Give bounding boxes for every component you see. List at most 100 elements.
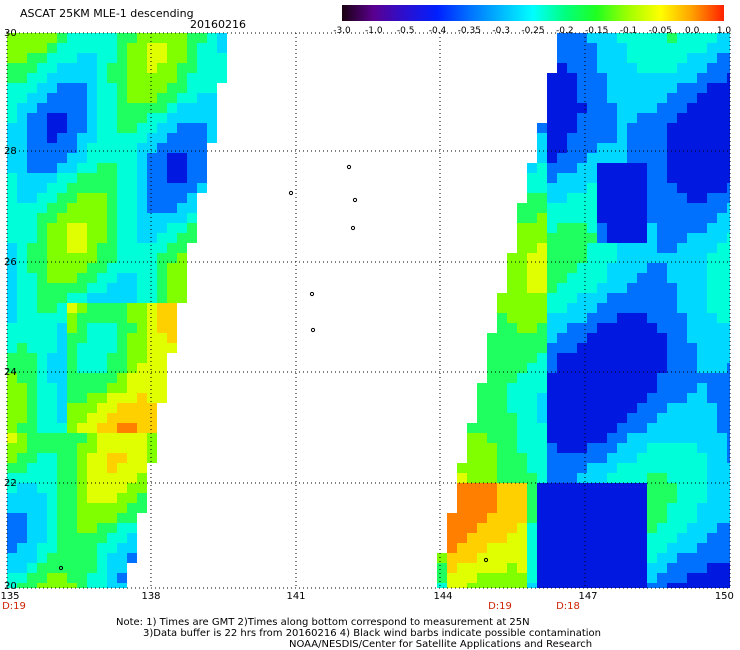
swath-cell (77, 183, 87, 193)
swath-cell (527, 433, 537, 443)
swath-cell (547, 183, 557, 193)
swath-cell (607, 333, 617, 343)
swath-cell (97, 43, 107, 53)
swath-cell (697, 463, 707, 473)
swath-cell (707, 573, 717, 583)
swath-cell (607, 363, 617, 373)
swath-cell (607, 193, 617, 203)
swath-cell (547, 203, 557, 213)
swath-cell (7, 153, 17, 163)
swath-cell (607, 173, 617, 183)
swath-cell (667, 573, 677, 583)
swath-cell (537, 203, 547, 213)
swath-cell (117, 103, 127, 113)
swath-cell (157, 343, 167, 353)
swath-cell (137, 303, 147, 313)
swath-cell (617, 163, 627, 173)
swath-cell (17, 63, 27, 73)
swath-cell (567, 363, 577, 373)
swath-cell (557, 223, 567, 233)
swath-cell (167, 193, 177, 203)
swath-cell (637, 563, 647, 573)
pass-time-label: D:19 (488, 601, 512, 612)
swath-cell (57, 383, 67, 393)
swath-cell (7, 393, 17, 403)
swath-cell (457, 513, 467, 523)
swath-cell (607, 233, 617, 243)
swath-cell (37, 503, 47, 513)
swath-cell (27, 533, 37, 543)
swath-cell (87, 173, 97, 183)
swath-cell (67, 583, 77, 588)
swath-cell (487, 533, 497, 543)
swath-cell (717, 343, 727, 353)
swath-cell (87, 283, 97, 293)
swath-cell (7, 553, 17, 563)
swath-cell (127, 173, 137, 183)
swath-cell (617, 353, 627, 363)
swath-cell (627, 63, 637, 73)
swath-cell (607, 93, 617, 103)
swath-cell (657, 573, 667, 583)
swath-cell (147, 213, 157, 223)
swath-cell (627, 343, 637, 353)
swath-cell (547, 363, 557, 373)
swath-cell (577, 463, 587, 473)
swath-cell (47, 523, 57, 533)
swath-cell (527, 333, 537, 343)
swath-cell (667, 403, 677, 413)
swath-cell (587, 293, 597, 303)
swath-cell (97, 33, 107, 43)
swath-cell (137, 123, 147, 133)
swath-cell (137, 463, 147, 473)
swath-cell (717, 543, 727, 553)
swath-cell (547, 423, 557, 433)
swath-cell (727, 213, 730, 223)
swath-cell (57, 493, 67, 503)
swath-cell (497, 443, 507, 453)
swath-cell (497, 553, 507, 563)
swath-cell (667, 383, 677, 393)
swath-cell (557, 183, 567, 193)
swath-cell (727, 183, 730, 193)
swath-cell (57, 223, 67, 233)
swath-cell (547, 333, 557, 343)
swath-cell (487, 553, 497, 563)
swath-cell (597, 203, 607, 213)
swath-cell (597, 123, 607, 133)
island-outline (310, 327, 316, 333)
swath-cell (157, 183, 167, 193)
swath-cell (657, 553, 667, 563)
swath-cell (667, 193, 677, 203)
swath-cell (727, 373, 730, 383)
swath-cell (57, 143, 67, 153)
swath-cell (657, 523, 667, 533)
swath-cell (497, 543, 507, 553)
swath-cell (67, 363, 77, 373)
swath-cell (527, 373, 537, 383)
swath-cell (487, 433, 497, 443)
swath-cell (567, 523, 577, 533)
swath-cell (107, 573, 117, 583)
swath-cell (537, 143, 547, 153)
swath-cell (107, 503, 117, 513)
swath-cell (157, 213, 167, 223)
swath-cell (577, 583, 587, 588)
swath-cell (687, 63, 697, 73)
swath-cell (637, 573, 647, 583)
swath-cell (37, 173, 47, 183)
swath-cell (177, 213, 187, 223)
swath-cell (687, 313, 697, 323)
swath-cell (557, 163, 567, 173)
swath-cell (667, 373, 677, 383)
swath-cell (37, 513, 47, 523)
swath-cell (667, 523, 677, 533)
swath-cell (597, 183, 607, 193)
swath-cell (677, 533, 687, 543)
swath-cell (677, 503, 687, 513)
swath-cell (547, 563, 557, 573)
swath-cell (637, 333, 647, 343)
swath-cell (137, 153, 147, 163)
swath-cell (677, 103, 687, 113)
swath-cell (27, 443, 37, 453)
